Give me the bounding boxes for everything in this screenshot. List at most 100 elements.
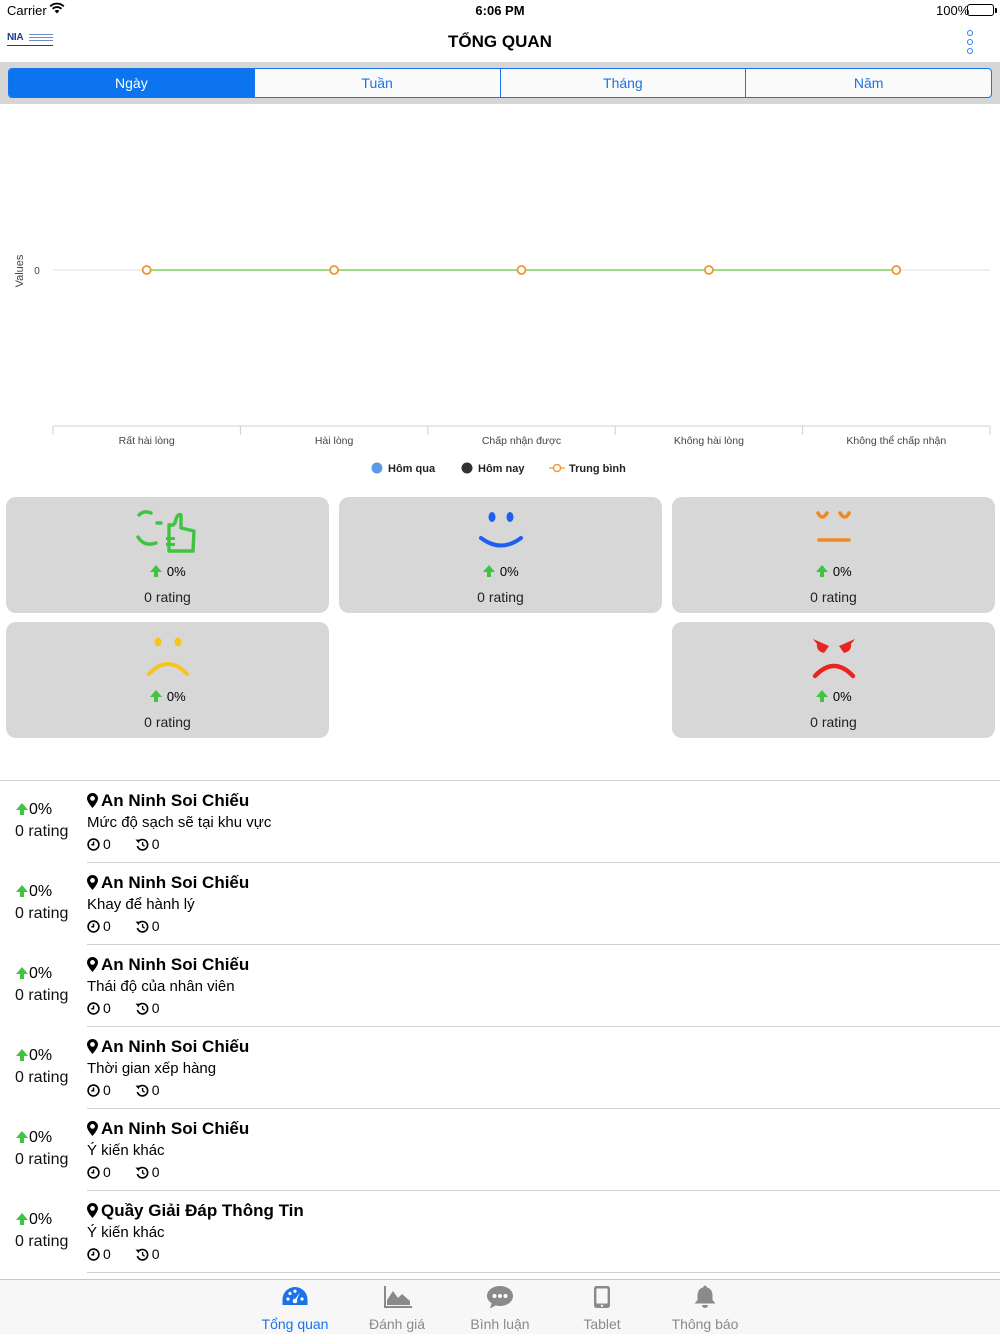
arrow-up-icon [816, 565, 829, 577]
period-segmented-control: Ngày Tuần Tháng Năm [8, 68, 992, 98]
item-count-history: 0 [135, 1164, 170, 1180]
chart-legend: Hôm qua Hôm nay Trung bình [0, 462, 1000, 480]
dashboard-icon [282, 1287, 308, 1305]
angry-face-icon [812, 639, 855, 679]
average-point [141, 265, 152, 275]
tab-notifications[interactable]: Thông báo [655, 1280, 755, 1335]
average-point [704, 265, 714, 275]
item-location: An Ninh Soi Chiếu [87, 873, 249, 893]
sad-face-icon [146, 637, 189, 676]
neutral-face-icon [815, 511, 851, 542]
logo-text: NIA [7, 32, 24, 43]
history-icon [135, 1084, 149, 1097]
arrow-up-icon [16, 885, 28, 897]
segment-week[interactable]: Tuần [253, 69, 500, 97]
tab-tablet[interactable]: Tablet [552, 1280, 652, 1335]
item-count-clock: 0 [87, 1082, 121, 1098]
list-item[interactable]: 0% 0 rating An Ninh Soi Chiếu Khay để hà… [0, 863, 1000, 945]
tab-label: Tablet [583, 1316, 621, 1332]
card-rating: 0 rating [810, 589, 857, 605]
list-item[interactable]: 0% 0 rating An Ninh Soi Chiếu Ý kiến khá… [0, 1109, 1000, 1191]
card-very-satisfied[interactable]: 0% 0 rating [6, 497, 329, 613]
smile-face-icon [478, 512, 523, 548]
y-tick-label: 0 [34, 266, 40, 277]
average-point [516, 265, 527, 275]
item-criterion: Ý kiến khác [87, 1224, 165, 1241]
item-count-clock: 0 [87, 1246, 121, 1262]
clock-icon [87, 1248, 100, 1261]
tab-label: Tổng quan [261, 1316, 329, 1332]
item-count-clock: 0 [87, 918, 121, 934]
arrow-up-icon [16, 1049, 28, 1061]
list-item[interactable]: 0% 0 rating An Ninh Soi Chiếu Thời gian … [0, 1027, 1000, 1109]
average-point [891, 265, 902, 275]
area-chart-icon [384, 1286, 412, 1308]
history-icon [135, 1248, 149, 1261]
item-count-history: 0 [135, 918, 170, 934]
history-icon [135, 838, 149, 851]
item-count-clock: 0 [87, 1164, 121, 1180]
item-location: Quầy Giải Đáp Thông Tin [87, 1201, 304, 1221]
tab-ratings[interactable]: Đánh giá [347, 1280, 447, 1335]
card-unacceptable[interactable]: 0% 0 rating [672, 622, 995, 738]
clock-icon [87, 838, 100, 851]
card-dissatisfied[interactable]: 0% 0 rating [6, 622, 329, 738]
card-percent: 0% [6, 689, 329, 704]
card-percent: 0% [339, 564, 662, 579]
more-options-button[interactable] [960, 28, 980, 56]
item-counts: 0 0 [87, 1246, 179, 1262]
chart-canvas: Rất hài lòng Hài lòng Chấp nhận được Không … [14, 254, 991, 447]
item-location: An Ninh Soi Chiếu [87, 1037, 249, 1057]
x-tick-label: Rất hài lòng [119, 435, 175, 447]
item-criterion: Ý kiến khác [87, 1142, 165, 1159]
item-rating: 0 rating [15, 905, 69, 922]
tab-overview[interactable]: Tổng quan [245, 1280, 345, 1335]
tab-comments[interactable]: Bình luận [450, 1280, 550, 1335]
item-rating: 0 rating [15, 1069, 69, 1086]
clock: 6:06 PM [475, 3, 525, 18]
segment-day[interactable]: Ngày [9, 69, 254, 97]
card-satisfied[interactable]: 0% 0 rating [339, 497, 662, 613]
item-criterion: Thời gian xếp hàng [87, 1060, 217, 1077]
legend-label-yesterday: Hôm qua [388, 463, 436, 475]
card-percent: 0% [672, 564, 995, 579]
x-tick-label: Không thể chấp nhận [846, 435, 946, 447]
item-location: An Ninh Soi Chiếu [87, 791, 249, 811]
bell-icon [694, 1285, 716, 1308]
card-acceptable[interactable]: 0% 0 rating [672, 497, 995, 613]
segment-month[interactable]: Tháng [499, 69, 746, 97]
x-tick-label: Hài lòng [315, 435, 354, 447]
nia-logo: NIA [7, 32, 53, 48]
list-item[interactable]: 0% 0 rating An Ninh Soi Chiếu Thái độ củ… [0, 945, 1000, 1027]
legend-item-yesterday: Hôm qua [371, 462, 435, 475]
x-tick-label: Chấp nhận được [482, 435, 561, 447]
item-percent: 0% [15, 1129, 52, 1147]
comment-icon [487, 1286, 513, 1309]
legend-item-average: Trung bình [549, 462, 626, 475]
tablet-icon [594, 1286, 610, 1308]
item-rating: 0 rating [15, 1151, 69, 1168]
average-point [329, 265, 340, 275]
thumbs-up-face-icon [135, 510, 196, 553]
segment-year[interactable]: Năm [745, 69, 991, 97]
item-rating: 0 rating [15, 823, 69, 840]
map-pin-icon [87, 957, 98, 972]
tab-label: Bình luận [470, 1316, 530, 1332]
map-pin-icon [87, 1039, 98, 1054]
list-item[interactable]: 0% 0 rating Quầy Giải Đáp Thông Tin Ý ki… [0, 1191, 1000, 1273]
legend-label-today: Hôm nay [478, 463, 525, 475]
item-count-clock: 0 [87, 1000, 121, 1016]
arrow-up-icon [16, 803, 28, 815]
item-count-history: 0 [135, 1246, 170, 1262]
tab-label: Đánh giá [368, 1316, 426, 1332]
y-axis-label: Values [14, 254, 26, 287]
rating-chart: Rất hài lòng Hài lòng Chấp nhận được Không … [0, 104, 1000, 489]
arrow-up-icon [816, 690, 829, 702]
legend-label-average: Trung bình [569, 463, 626, 475]
clock-icon [87, 920, 100, 933]
item-counts: 0 0 [87, 1000, 179, 1016]
period-segment-bar: Ngày Tuần Tháng Năm [0, 62, 1000, 104]
item-percent: 0% [15, 1047, 52, 1065]
list-item[interactable]: 0% 0 rating An Ninh Soi Chiếu Mức độ sạc… [0, 781, 1000, 863]
clock-icon [87, 1166, 100, 1179]
